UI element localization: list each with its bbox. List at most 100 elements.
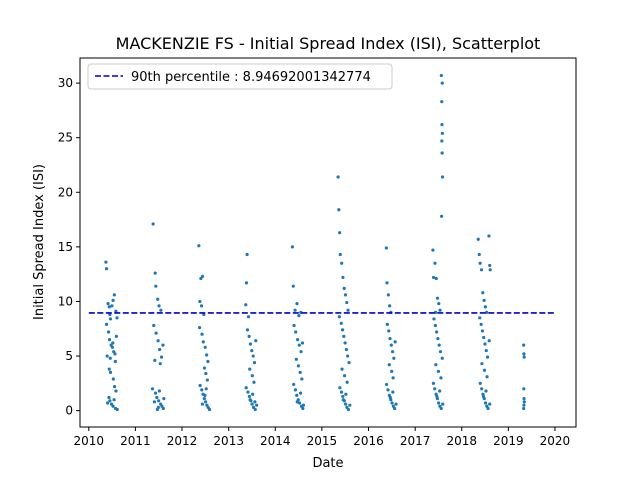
- data-point: [479, 268, 484, 272]
- data-point: [298, 391, 303, 395]
- data-point: [200, 274, 205, 278]
- data-point: [338, 252, 342, 257]
- data-point: [104, 260, 108, 264]
- data-point: [339, 321, 343, 325]
- data-point: [298, 370, 302, 375]
- data-point: [385, 281, 389, 285]
- data-point: [154, 284, 158, 288]
- data-point: [161, 343, 165, 347]
- data-point: [340, 261, 344, 265]
- data-point: [386, 388, 390, 392]
- data-point: [484, 389, 488, 393]
- data-point: [441, 402, 445, 406]
- data-point: [108, 399, 112, 403]
- data-point: [431, 248, 435, 252]
- data-point: [152, 323, 156, 328]
- data-point: [347, 360, 351, 365]
- data-point: [253, 407, 257, 412]
- data-point: [108, 317, 113, 321]
- data-point: [293, 308, 297, 312]
- data-point: [245, 252, 249, 257]
- data-point: [478, 316, 482, 320]
- data-point: [435, 296, 440, 300]
- y-axis-label: Initial Spread Index (ISI): [32, 164, 47, 320]
- data-point: [341, 275, 345, 280]
- data-point: [388, 336, 392, 341]
- data-point: [340, 367, 344, 371]
- x-tick-label: 2014: [260, 434, 291, 448]
- data-point: [244, 281, 249, 285]
- data-point: [111, 377, 115, 381]
- data-point: [387, 363, 391, 367]
- legend-label: 90th percentile : 8.94692001342774: [131, 70, 371, 85]
- data-point: [522, 406, 526, 411]
- data-point: [440, 131, 444, 135]
- data-point: [292, 323, 296, 328]
- y-tick-label: 30: [58, 76, 73, 90]
- data-point: [200, 402, 204, 406]
- data-point: [388, 395, 392, 400]
- data-point: [245, 328, 250, 332]
- data-point: [295, 400, 299, 404]
- data-point: [253, 400, 257, 404]
- data-point: [522, 400, 526, 404]
- data-point: [111, 298, 115, 302]
- data-point: [485, 310, 489, 314]
- data-point: [108, 356, 112, 360]
- data-point: [291, 284, 295, 288]
- data-point: [155, 395, 159, 400]
- data-point: [197, 244, 201, 248]
- data-point: [478, 261, 482, 265]
- data-point: [114, 309, 118, 313]
- data-point: [431, 275, 436, 280]
- data-point: [431, 381, 436, 385]
- data-point: [340, 328, 345, 332]
- data-point: [476, 237, 480, 241]
- data-point: [115, 407, 119, 412]
- data-point: [293, 388, 298, 392]
- data-point: [104, 267, 109, 271]
- data-point: [487, 339, 491, 343]
- data-point: [206, 359, 210, 364]
- data-point: [393, 406, 397, 411]
- data-point: [488, 402, 492, 406]
- data-point: [156, 339, 160, 343]
- data-point: [522, 355, 526, 359]
- data-point: [339, 390, 344, 394]
- data-point: [248, 342, 252, 346]
- legend: 90th percentile : 8.94692001342774: [87, 63, 393, 90]
- data-point: [107, 367, 111, 371]
- data-point: [157, 399, 161, 403]
- data-point: [481, 291, 485, 295]
- data-point: [438, 350, 443, 354]
- x-tick-label: 2011: [120, 434, 151, 448]
- data-point: [436, 369, 441, 373]
- data-point: [482, 298, 486, 302]
- data-point: [483, 342, 487, 346]
- data-point: [115, 316, 119, 320]
- data-point: [393, 340, 397, 344]
- data-point: [390, 401, 394, 405]
- data-point: [198, 299, 202, 304]
- data-point: [250, 348, 254, 353]
- data-point: [391, 390, 395, 394]
- data-point: [433, 261, 437, 265]
- data-point: [337, 208, 341, 212]
- x-tick-label: 2016: [353, 434, 384, 448]
- data-point: [205, 378, 209, 382]
- data-point: [343, 341, 347, 345]
- data-point: [204, 400, 208, 404]
- data-point: [159, 355, 164, 359]
- data-point: [111, 341, 115, 345]
- data-point: [477, 252, 481, 257]
- data-point: [342, 334, 346, 338]
- data-point: [438, 389, 442, 393]
- data-point: [202, 366, 207, 370]
- data-point: [440, 122, 444, 127]
- y-tick-label: 15: [58, 240, 73, 254]
- data-point: [432, 317, 436, 321]
- data-point: [439, 376, 443, 380]
- data-point: [433, 323, 437, 328]
- data-point: [388, 304, 392, 308]
